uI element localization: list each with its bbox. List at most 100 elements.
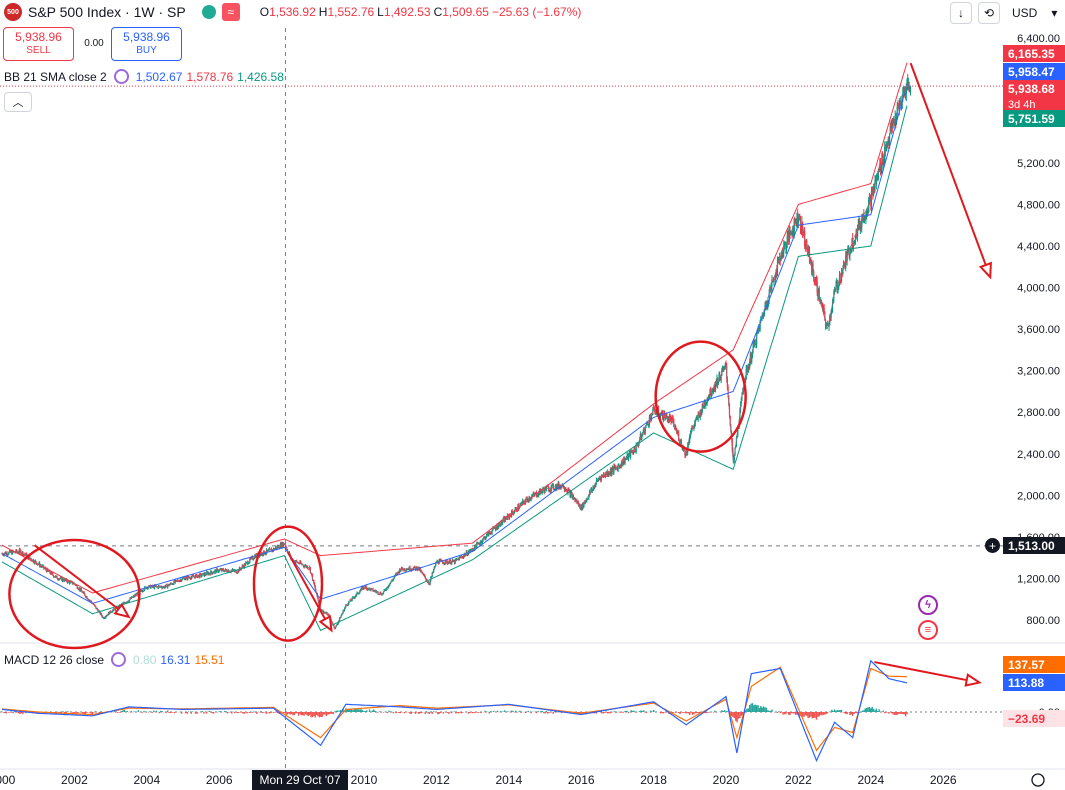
macd-histogram-bar bbox=[751, 703, 754, 712]
annotation-arrow-head bbox=[113, 602, 131, 619]
macd-histogram-bar bbox=[758, 708, 761, 712]
symbol-title[interactable]: S&P 500 Index · 1W · SP bbox=[28, 4, 186, 20]
macd-histogram-bar bbox=[347, 709, 350, 712]
time-tick-label: 2010 bbox=[351, 773, 378, 787]
macd-histogram-bar bbox=[307, 712, 310, 716]
candle-body bbox=[768, 292, 770, 301]
time-tick-label: 2004 bbox=[133, 773, 160, 787]
candle-body bbox=[566, 490, 568, 494]
candle-body bbox=[372, 588, 374, 592]
candle-body bbox=[600, 475, 602, 481]
add-alert-icon[interactable]: + bbox=[985, 538, 1000, 553]
macd-histogram-bar bbox=[744, 710, 747, 712]
candle-body bbox=[905, 93, 907, 95]
us-flag-icon[interactable]: ≡ bbox=[918, 620, 938, 640]
candle-body bbox=[711, 391, 713, 395]
bar-countdown: 3d 4h bbox=[1008, 99, 1036, 111]
macd-histogram-bar bbox=[632, 710, 634, 712]
macd-histogram-bar bbox=[16, 712, 19, 713]
candle-body bbox=[724, 363, 726, 367]
candle-body bbox=[464, 554, 466, 556]
macd-histogram-bar bbox=[789, 712, 791, 716]
price-tick-label: 6,400.00 bbox=[1017, 33, 1060, 45]
candle-body bbox=[111, 611, 113, 613]
candle-body bbox=[82, 592, 85, 593]
indicator-settings-icon[interactable] bbox=[111, 652, 127, 667]
candle-body bbox=[852, 245, 854, 248]
candle-body bbox=[105, 616, 107, 618]
candle-body bbox=[861, 218, 863, 228]
macd-histogram-bar bbox=[386, 712, 389, 714]
candle-body bbox=[484, 536, 486, 540]
candle-body bbox=[703, 402, 706, 408]
candle-body bbox=[252, 559, 254, 560]
macd-histogram-bar bbox=[814, 712, 816, 718]
candle-body bbox=[443, 563, 445, 565]
candle-body bbox=[617, 466, 619, 471]
candle-body bbox=[107, 614, 109, 616]
candle-body bbox=[526, 497, 528, 499]
macd-histogram-bar bbox=[707, 712, 709, 713]
candle-body bbox=[152, 585, 154, 587]
candle-body bbox=[179, 579, 181, 581]
candle-body bbox=[835, 285, 837, 291]
candle-body bbox=[423, 575, 426, 576]
macd-histogram-bar bbox=[519, 710, 521, 712]
sell-button[interactable]: 5,938.96 SELL bbox=[3, 27, 74, 61]
macd-histogram-bar bbox=[832, 710, 834, 712]
candle-body bbox=[63, 580, 65, 582]
macd-histogram-bar bbox=[151, 712, 154, 713]
price-tick-label: 3,600.00 bbox=[1017, 324, 1060, 336]
basis-price-label: 5,958.47 bbox=[1003, 63, 1065, 80]
candle-body bbox=[299, 561, 301, 564]
candle-body bbox=[313, 583, 316, 587]
candle-body bbox=[404, 570, 406, 572]
candle-body bbox=[110, 612, 112, 614]
candle-body bbox=[875, 178, 877, 185]
time-tick-label: 2012 bbox=[423, 773, 450, 787]
replay-button[interactable]: ⟲ bbox=[978, 2, 1000, 24]
candle-body bbox=[481, 540, 483, 543]
macd-histogram-bar bbox=[792, 712, 794, 714]
lightning-icon[interactable]: ϟ bbox=[918, 595, 938, 615]
candle-body bbox=[531, 495, 534, 497]
macd-histogram-bar bbox=[83, 712, 85, 715]
candle-body bbox=[541, 490, 543, 493]
candle-body bbox=[558, 483, 560, 488]
macd-histogram-bar bbox=[328, 712, 330, 715]
buy-button[interactable]: 5,938.96 BUY bbox=[111, 27, 182, 61]
candle-body bbox=[219, 569, 222, 570]
candle-body bbox=[424, 575, 426, 579]
candle-body bbox=[509, 514, 511, 516]
indicator-settings-icon[interactable] bbox=[113, 69, 129, 84]
macd-histogram-bar bbox=[263, 712, 265, 713]
candle-body bbox=[529, 499, 531, 501]
candle-body bbox=[792, 226, 795, 233]
candle-body bbox=[678, 440, 680, 442]
macd-histogram-bar bbox=[329, 712, 332, 714]
currency-select[interactable]: USD ▾ bbox=[1006, 2, 1062, 24]
macd-histogram-bar bbox=[640, 710, 642, 712]
candle-body bbox=[838, 284, 840, 288]
candle-body bbox=[18, 552, 20, 554]
collapse-legend-button[interactable]: ︿ bbox=[4, 92, 32, 112]
macd-legend[interactable]: MACD 12 26 close 0.80 16.31 15.51 bbox=[4, 652, 224, 667]
macd-histogram-bar bbox=[611, 712, 613, 713]
macd-histogram-bar bbox=[650, 710, 652, 712]
candle-body bbox=[469, 550, 472, 553]
candle-body bbox=[368, 587, 371, 589]
wave-icon[interactable]: ≈ bbox=[221, 3, 240, 21]
macd-histogram-bar bbox=[201, 711, 204, 712]
candle-body bbox=[680, 439, 683, 446]
download-button[interactable]: ↓ bbox=[950, 2, 972, 24]
bb-lower: 1,426.58 bbox=[237, 69, 284, 84]
candle-body bbox=[557, 483, 559, 488]
candle-body bbox=[568, 489, 570, 491]
candle-body bbox=[508, 514, 511, 518]
candle-body bbox=[620, 460, 623, 467]
candle-body bbox=[593, 485, 596, 489]
bb-legend[interactable]: BB 21 SMA close 2 1,502.67 1,578.76 1,42… bbox=[4, 69, 284, 84]
annotation-arrow bbox=[287, 551, 333, 631]
macd-histogram-bar bbox=[196, 712, 198, 714]
